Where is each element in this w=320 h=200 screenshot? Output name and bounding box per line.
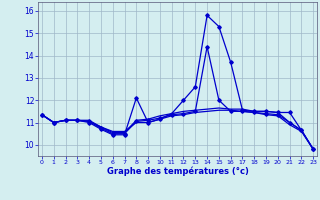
X-axis label: Graphe des températures (°c): Graphe des températures (°c) <box>107 167 249 176</box>
